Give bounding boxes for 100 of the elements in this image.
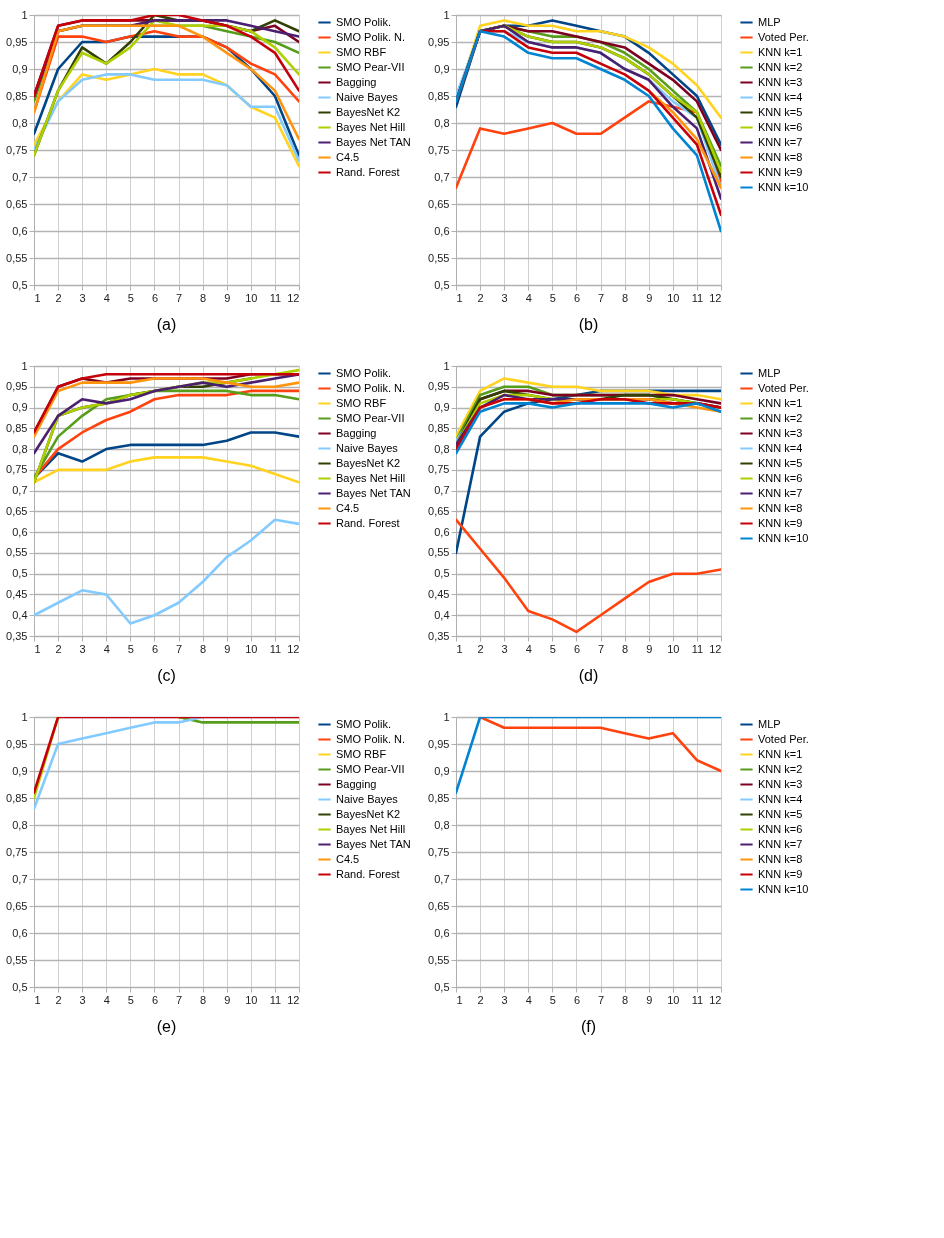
y-tick-label: 0,65 [428,504,450,517]
legend-label: KNN k=2 [758,762,803,775]
y-tick-label: 1 [21,710,28,723]
y-tick-label: 0,7 [12,484,28,497]
legend-label: MLP [758,717,781,730]
x-tick-label: 10 [245,291,258,304]
y-tick-label: 1 [443,359,450,372]
y-tick-label: 1 [21,359,28,372]
legend-label: SMO Polik. N. [336,30,406,43]
x-tick-label: 8 [200,993,207,1006]
x-tick-label: 2 [55,291,62,304]
y-tick-label: 0,7 [434,170,450,183]
y-tick-label: 0,75 [428,143,450,156]
x-tick-label: 5 [549,993,556,1006]
legend-label: KNN k=6 [758,471,803,484]
x-tick-label: 10 [667,642,680,655]
legend-label: Bagging [336,426,377,439]
x-tick-label: 6 [573,642,581,655]
x-tick-label: 7 [175,291,183,304]
y-tick-label: 0,65 [428,197,450,210]
x-tick-label: 2 [477,642,484,655]
y-tick-label: 0,4 [434,608,450,621]
y-tick-label: 0,7 [12,872,28,885]
x-tick-label: 3 [501,642,508,655]
y-tick-label: 0,9 [434,62,450,75]
text: (e) [156,1018,177,1035]
legend-label: Naive Bayes [336,90,399,103]
x-tick-label: 2 [55,993,62,1006]
legend-label: BayesNet K2 [336,456,401,469]
y-tick-label: 0,75 [428,845,450,858]
legend-label: Rand. Forest [336,867,400,880]
y-tick-label: 0,55 [6,953,28,966]
y-tick-label: 0,8 [12,818,28,831]
legend-label: KNN k=2 [758,60,803,73]
legend-label: KNN k=1 [758,396,803,409]
text: (a) [156,316,177,333]
x-tick-label: 2 [55,642,62,655]
legend-label: KNN k=2 [758,411,803,424]
x-tick-label: 8 [200,642,207,655]
x-tick-label: 1 [34,642,41,655]
y-tick-label: 0,45 [6,587,28,600]
legend-label: SMO Polik. N. [336,381,406,394]
y-tick-label: 0,65 [6,504,28,517]
legend-label: KNN k=9 [758,867,803,880]
legend-label: Bayes Net TAN [336,486,411,499]
x-tick-label: 12 [709,291,722,304]
legend-label: KNN k=9 [758,165,803,178]
y-tick-label: 0,8 [434,442,450,455]
y-tick-label: 0,8 [434,818,450,831]
y-tick-label: 0,95 [428,35,450,48]
x-tick-label: 2 [477,993,484,1006]
y-tick-label: 0,5 [12,278,28,291]
y-tick-label: 0,6 [434,224,450,237]
x-tick-label: 9 [646,642,653,655]
x-tick-label: 6 [151,642,159,655]
x-tick-label: 9 [224,291,231,304]
y-tick-label: 0,95 [6,737,28,750]
legend-label: Voted Per. [758,381,809,394]
y-tick-label: 1 [443,8,450,21]
x-tick-label: 4 [525,993,532,1006]
x-tick-label: 4 [525,642,532,655]
legend-label: KNN k=9 [758,516,803,529]
y-tick-label: 0,6 [434,926,450,939]
legend-label: KNN k=7 [758,486,803,499]
y-tick-label: 0,75 [6,143,28,156]
y-tick-label: 0,6 [12,525,28,538]
legend-label: Voted Per. [758,732,809,745]
x-tick-label: 6 [573,291,581,304]
x-tick-label: 3 [501,291,508,304]
y-tick-label: 0,5 [434,567,450,580]
legend-label: KNN k=6 [758,822,803,835]
y-tick-label: 0,7 [434,872,450,885]
legend-label: Bagging [336,75,377,88]
y-tick-label: 0,7 [12,170,28,183]
x-tick-label: 10 [245,993,258,1006]
y-tick-label: 0,55 [6,546,28,559]
y-tick-label: 0,6 [12,926,28,939]
legend-label: BayesNet K2 [336,105,401,118]
x-tick-label: 12 [709,642,722,655]
legend-label: C4.5 [336,150,360,163]
legend-label: Bayes Net TAN [336,837,411,850]
legend-label: KNN k=4 [758,441,803,454]
y-tick-label: 0,95 [428,380,450,393]
y-tick-label: 0,85 [6,421,28,434]
legend-label: SMO Polik. N. [336,732,406,745]
legend-label: SMO RBF [336,396,387,409]
y-tick-label: 0,8 [434,116,450,129]
legend-label: Bayes Net TAN [336,135,411,148]
x-tick-label: 8 [622,993,629,1006]
y-tick-label: 0,55 [428,953,450,966]
legend-label: MLP [758,366,781,379]
x-tick-label: 11 [269,642,282,655]
x-tick-label: 1 [456,291,463,304]
legend-label: KNN k=5 [758,456,803,469]
x-tick-label: 5 [127,291,134,304]
x-tick-label: 10 [667,993,680,1006]
x-tick-label: 7 [597,291,605,304]
legend-label: SMO Polik. [336,15,392,28]
legend-label: KNN k=1 [758,45,803,58]
x-tick-label: 3 [501,993,508,1006]
